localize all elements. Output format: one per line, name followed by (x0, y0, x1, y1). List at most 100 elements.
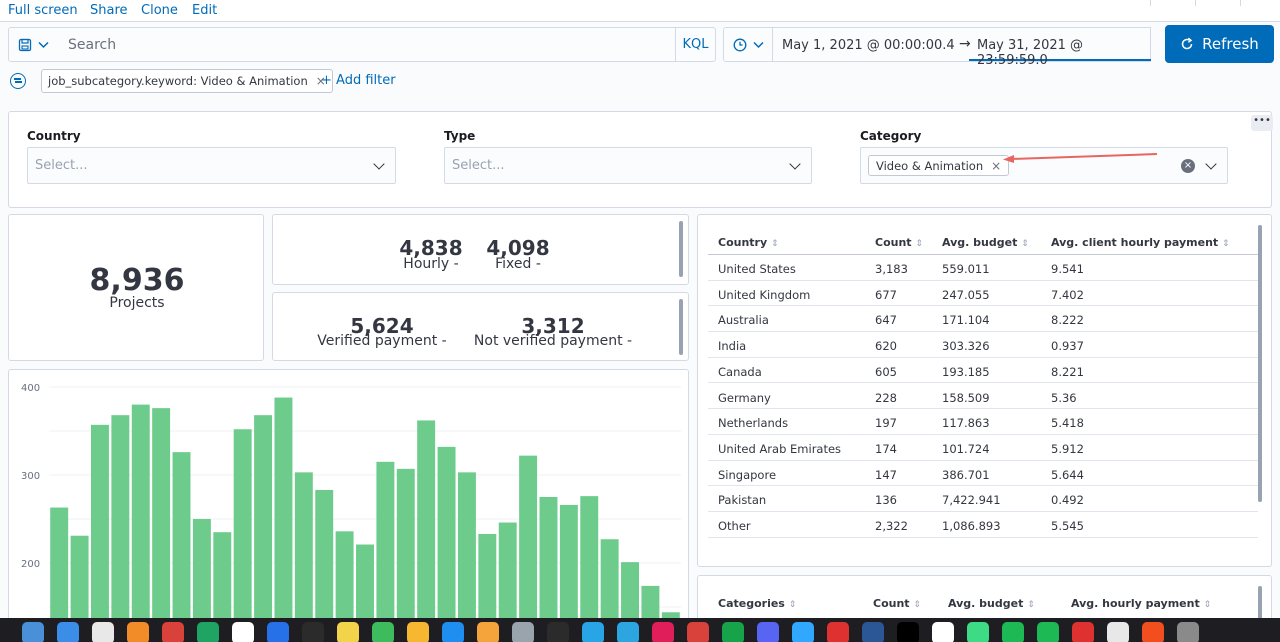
chart-bar[interactable] (90, 424, 109, 629)
full-screen-link[interactable]: Full screen (8, 3, 78, 18)
dock-app-icon[interactable] (1002, 622, 1024, 642)
dock-app-icon[interactable] (512, 622, 534, 642)
clear-icon[interactable]: × (1181, 159, 1195, 173)
share-link[interactable]: Share (90, 3, 128, 18)
dock-app-icon[interactable] (1072, 622, 1094, 642)
dock-app-icon[interactable] (477, 622, 499, 642)
scrollbar[interactable] (679, 221, 683, 277)
panel-options-icon[interactable]: ••• (1251, 115, 1273, 131)
column-header[interactable]: Count ⇕ (873, 597, 921, 610)
dock-app-icon[interactable] (1177, 622, 1199, 642)
category-chip[interactable]: Video & Animation × (868, 155, 1010, 176)
chart-bar[interactable] (111, 415, 130, 629)
dock-app-icon[interactable] (92, 622, 114, 642)
chart-bar[interactable] (192, 519, 211, 629)
dock-app-icon[interactable] (162, 622, 184, 642)
chart-bar[interactable] (519, 455, 538, 629)
refresh-button[interactable]: Refresh (1165, 25, 1274, 63)
dock-app-icon[interactable] (932, 622, 954, 642)
dock-app-icon[interactable] (22, 622, 44, 642)
country-select[interactable]: Select... (27, 147, 396, 184)
chart-bar[interactable] (437, 446, 456, 629)
dock-app-icon[interactable] (652, 622, 674, 642)
dock-app-icon[interactable] (337, 622, 359, 642)
chart-bar[interactable] (294, 472, 313, 629)
dock-app-icon[interactable] (967, 622, 989, 642)
dock-app-icon[interactable] (442, 622, 464, 642)
close-icon[interactable]: × (991, 158, 1002, 173)
column-header[interactable]: Categories ⇕ (718, 597, 796, 610)
chart-bar[interactable] (600, 539, 619, 629)
dock-app-icon[interactable] (267, 622, 289, 642)
dock-app-icon[interactable] (547, 622, 569, 642)
clone-link[interactable]: Clone (141, 3, 178, 18)
column-header[interactable]: Avg. budget ⇕ (948, 597, 1035, 610)
dock-app-icon[interactable] (687, 622, 709, 642)
chart-bar[interactable] (498, 522, 517, 629)
chart-bar[interactable] (396, 468, 415, 629)
chart-bar[interactable] (580, 496, 599, 629)
chart-bar[interactable] (621, 562, 640, 629)
chart-bar[interactable] (376, 461, 395, 629)
type-select[interactable]: Select... (444, 147, 812, 184)
chart-bar[interactable] (254, 415, 273, 629)
column-header[interactable]: Avg. client hourly payment ⇕ (1051, 236, 1230, 249)
filter-menu-icon[interactable] (10, 73, 26, 89)
dock-app-icon[interactable] (582, 622, 604, 642)
chart-bar[interactable] (417, 420, 436, 629)
dock-app-icon[interactable] (197, 622, 219, 642)
dock-app-icon[interactable] (897, 622, 919, 642)
dock-app-icon[interactable] (617, 622, 639, 642)
dock-app-icon[interactable] (407, 622, 429, 642)
chart-bar[interactable] (131, 404, 150, 629)
dock-app-icon[interactable] (757, 622, 779, 642)
saved-query-button[interactable] (8, 27, 58, 62)
column-header[interactable]: Avg. hourly payment ⇕ (1071, 597, 1211, 610)
dock-app-icon[interactable] (57, 622, 79, 642)
dock-app-icon[interactable] (302, 622, 324, 642)
chart-bar[interactable] (315, 489, 334, 629)
add-filter-button[interactable]: + Add filter (321, 73, 396, 88)
query-language-button[interactable]: KQL (675, 27, 716, 62)
scrollbar[interactable] (679, 299, 683, 355)
chart-bar[interactable] (213, 532, 232, 629)
scrollbar[interactable] (1258, 586, 1262, 626)
chart-bar[interactable] (274, 397, 293, 629)
quick-date-menu-button[interactable] (723, 27, 773, 62)
chart-bar[interactable] (478, 533, 497, 629)
chart-bar[interactable] (559, 504, 578, 629)
chart-bar[interactable] (457, 472, 476, 629)
column-header[interactable]: Count ⇕ (875, 236, 923, 249)
chart-bar[interactable] (172, 452, 191, 629)
dock-app-icon[interactable] (792, 622, 814, 642)
chart-bar[interactable] (233, 429, 252, 629)
chart-bar[interactable] (50, 507, 69, 629)
dock-app-icon[interactable] (232, 622, 254, 642)
chart-bar[interactable] (356, 544, 374, 629)
close-icon[interactable]: × (315, 74, 326, 88)
dock-app-icon[interactable] (862, 622, 884, 642)
chart-bar[interactable] (70, 535, 89, 629)
edit-link[interactable]: Edit (192, 3, 218, 18)
column-header[interactable]: Avg. budget ⇕ (942, 236, 1029, 249)
chart-bar[interactable] (539, 497, 558, 629)
date-end[interactable]: May 31, 2021 @ 23:59:59.0 (969, 28, 1151, 68)
dock-app-icon[interactable] (1037, 622, 1059, 642)
clock-icon (733, 38, 746, 51)
scrollbar[interactable] (1258, 225, 1262, 502)
dock-app-icon[interactable] (1107, 622, 1129, 642)
category-select[interactable]: Video & Animation × × (860, 147, 1228, 184)
dock-app-icon[interactable] (722, 622, 744, 642)
column-header[interactable]: Country ⇕ (718, 236, 779, 249)
dock-app-icon[interactable] (372, 622, 394, 642)
dock-app-icon[interactable] (827, 622, 849, 642)
chart-bar[interactable] (152, 408, 171, 629)
dock-app-icon[interactable] (1142, 622, 1164, 642)
dock-app-icon[interactable] (127, 622, 149, 642)
filter-pill[interactable]: job_subcategory.keyword: Video & Animati… (41, 69, 333, 93)
chart-bar[interactable] (335, 531, 354, 629)
chart-bar[interactable] (641, 585, 660, 629)
search-input[interactable]: Search (57, 27, 676, 62)
date-start[interactable]: May 1, 2021 @ 00:00:00.4 (782, 38, 955, 53)
table-cell: 2,322 (875, 519, 908, 533)
